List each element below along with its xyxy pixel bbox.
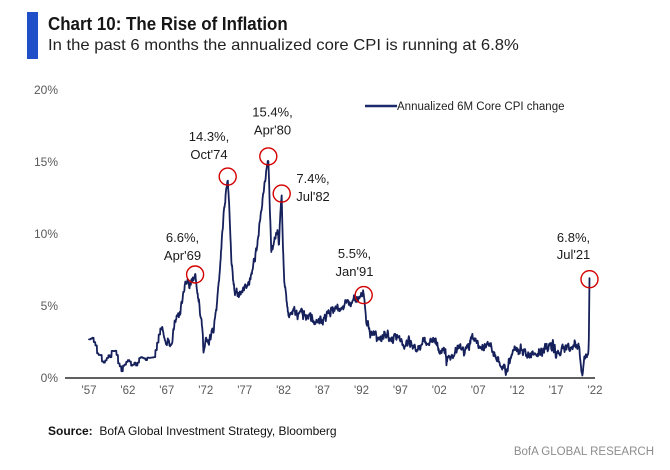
svg-text:Annualized 6M Core CPI change: Annualized 6M Core CPI change xyxy=(397,101,565,113)
svg-text:'07: '07 xyxy=(471,385,486,397)
svg-text:'02: '02 xyxy=(432,385,447,397)
svg-text:14.3%,: 14.3%, xyxy=(189,129,229,144)
svg-text:Apr'69: Apr'69 xyxy=(164,248,201,263)
svg-text:7.4%,: 7.4%, xyxy=(296,171,329,186)
svg-text:Jul'82: Jul'82 xyxy=(296,189,330,204)
svg-text:'87: '87 xyxy=(315,385,330,397)
svg-text:'62: '62 xyxy=(120,385,135,397)
svg-text:5%: 5% xyxy=(41,299,59,313)
svg-text:'67: '67 xyxy=(159,385,174,397)
svg-text:'77: '77 xyxy=(237,385,252,397)
svg-text:'57: '57 xyxy=(82,385,97,397)
svg-text:10%: 10% xyxy=(34,227,58,241)
svg-text:'72: '72 xyxy=(198,385,213,397)
svg-text:15%: 15% xyxy=(34,155,58,169)
svg-text:5.5%,: 5.5%, xyxy=(338,246,371,261)
svg-text:'22: '22 xyxy=(588,385,603,397)
svg-text:'82: '82 xyxy=(276,385,291,397)
svg-text:15.4%,: 15.4%, xyxy=(252,105,292,120)
svg-text:'97: '97 xyxy=(393,385,408,397)
svg-text:'17: '17 xyxy=(549,385,564,397)
svg-text:Jul'21: Jul'21 xyxy=(557,247,591,262)
svg-text:'12: '12 xyxy=(510,385,525,397)
svg-text:Apr'80: Apr'80 xyxy=(254,123,291,138)
svg-text:Oct'74: Oct'74 xyxy=(190,147,227,162)
svg-text:0%: 0% xyxy=(41,371,59,385)
svg-text:6.6%,: 6.6%, xyxy=(166,230,199,245)
svg-text:'92: '92 xyxy=(354,385,369,397)
svg-text:Jan'91: Jan'91 xyxy=(336,264,374,279)
svg-text:6.8%,: 6.8%, xyxy=(557,230,590,245)
svg-text:20%: 20% xyxy=(34,83,58,97)
